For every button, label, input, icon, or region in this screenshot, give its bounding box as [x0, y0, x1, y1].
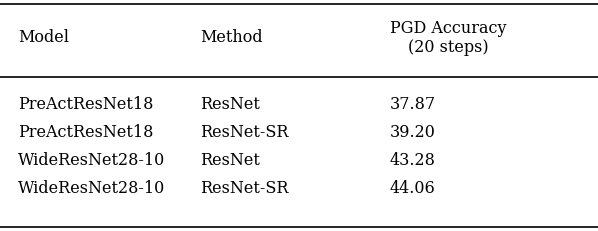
Text: 44.06: 44.06 — [390, 180, 436, 197]
Text: PreActResNet18: PreActResNet18 — [18, 124, 153, 141]
Text: 37.87: 37.87 — [390, 96, 436, 113]
Text: ResNet: ResNet — [200, 96, 260, 113]
Text: WideResNet28-10: WideResNet28-10 — [18, 152, 165, 169]
Text: 39.20: 39.20 — [390, 124, 436, 141]
Text: ResNet-SR: ResNet-SR — [200, 180, 288, 197]
Text: WideResNet28-10: WideResNet28-10 — [18, 180, 165, 197]
Text: 43.28: 43.28 — [390, 152, 436, 169]
Text: PreActResNet18: PreActResNet18 — [18, 96, 153, 113]
Text: Method: Method — [200, 29, 263, 46]
Text: ResNet: ResNet — [200, 152, 260, 169]
Text: ResNet-SR: ResNet-SR — [200, 124, 288, 141]
Text: PGD Accuracy
(20 steps): PGD Accuracy (20 steps) — [390, 20, 507, 56]
Text: Model: Model — [18, 29, 69, 46]
